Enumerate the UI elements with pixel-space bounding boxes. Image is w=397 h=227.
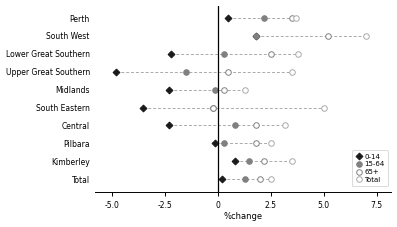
Legend: 0-14, 15-64, 65+, Total: 0-14, 15-64, 65+, Total	[352, 150, 388, 186]
X-axis label: %change: %change	[224, 212, 263, 222]
